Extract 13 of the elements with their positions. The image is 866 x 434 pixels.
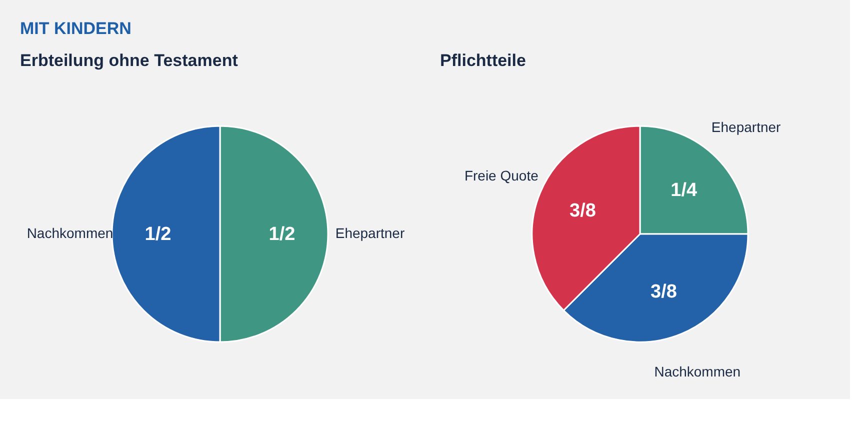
slice-label: Nachkommen xyxy=(654,364,741,380)
data-label: 1/2 xyxy=(268,224,296,245)
slice-label: Freie Quote xyxy=(464,168,539,184)
data-label: 1/2 xyxy=(144,224,172,245)
text: MIT KINDERN xyxy=(20,19,132,38)
chart-title: Pflichtteile xyxy=(440,51,526,70)
data-label: 3/8 xyxy=(650,281,677,302)
chart-title: Erbteilung ohne Testament xyxy=(20,51,238,70)
slice-label: Nachkommen xyxy=(26,225,114,241)
data-label: 1/4 xyxy=(670,180,698,202)
slice-label: Ehepartner xyxy=(711,118,782,135)
data-label: 3/8 xyxy=(570,200,596,222)
slice-label: Ehepartner xyxy=(335,225,405,241)
